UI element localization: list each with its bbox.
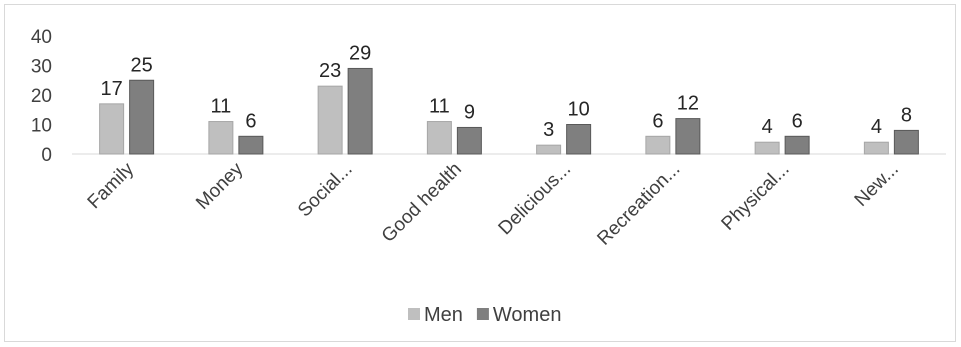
data-label-men: 23: [319, 60, 341, 82]
category-label: Recreation...: [593, 159, 684, 250]
bar-men: [645, 135, 671, 155]
bar-men: [317, 85, 343, 155]
data-label-men: 3: [543, 119, 554, 141]
category-label: Family: [84, 158, 139, 213]
data-label-women: 6: [245, 110, 256, 132]
y-tick-label: 30: [31, 57, 52, 78]
bar-women: [675, 118, 701, 155]
bar-men: [426, 121, 452, 155]
data-label-men: 4: [762, 116, 773, 138]
y-tick-label: 10: [31, 116, 52, 137]
legend-label-women: Women: [493, 304, 562, 326]
data-label-men: 6: [652, 110, 663, 132]
data-label-men: 4: [871, 116, 882, 138]
data-label-men: 11: [210, 96, 231, 118]
category-label: Physical...: [718, 159, 794, 235]
bar-women: [456, 126, 482, 155]
category-label: Social...: [294, 159, 357, 222]
category-label: Money: [192, 158, 248, 214]
bar-women: [893, 129, 919, 155]
bar-women: [566, 124, 592, 155]
bars-layer: [99, 67, 919, 155]
category-label: New...: [851, 159, 903, 211]
data-label-women: 12: [677, 93, 699, 115]
legend-label-men: Men: [424, 304, 463, 326]
bar-women: [784, 135, 810, 155]
bar-men: [754, 141, 780, 155]
y-tick-label: 0: [41, 145, 52, 166]
data-label-women: 9: [464, 101, 475, 123]
category-label: Delicious...: [495, 159, 576, 240]
bar-men: [536, 144, 562, 155]
data-label-men: 11: [429, 96, 450, 118]
category-labels-layer: Family Money Social... Good health Delicious…: [84, 158, 903, 249]
legend-swatch-men: [408, 308, 420, 320]
data-label-women: 29: [349, 42, 371, 64]
data-label-women: 6: [792, 110, 803, 132]
legend-swatch-women: [476, 308, 489, 320]
bar-men: [208, 121, 234, 155]
bar-women: [347, 67, 373, 155]
category-label: Good health: [378, 159, 466, 247]
bar-men: [863, 141, 889, 155]
bar-women: [238, 135, 264, 155]
data-label-women: 8: [901, 104, 912, 126]
data-label-men: 17: [101, 78, 123, 100]
bar-women: [129, 79, 155, 155]
chart-frame: [4, 4, 956, 342]
data-label-women: 25: [131, 54, 153, 76]
data-label-women: 10: [568, 99, 590, 121]
y-tick-label: 20: [31, 86, 52, 107]
y-tick-label: 40: [31, 27, 52, 48]
bar-men: [99, 103, 125, 155]
legend: Men Women: [408, 304, 561, 326]
